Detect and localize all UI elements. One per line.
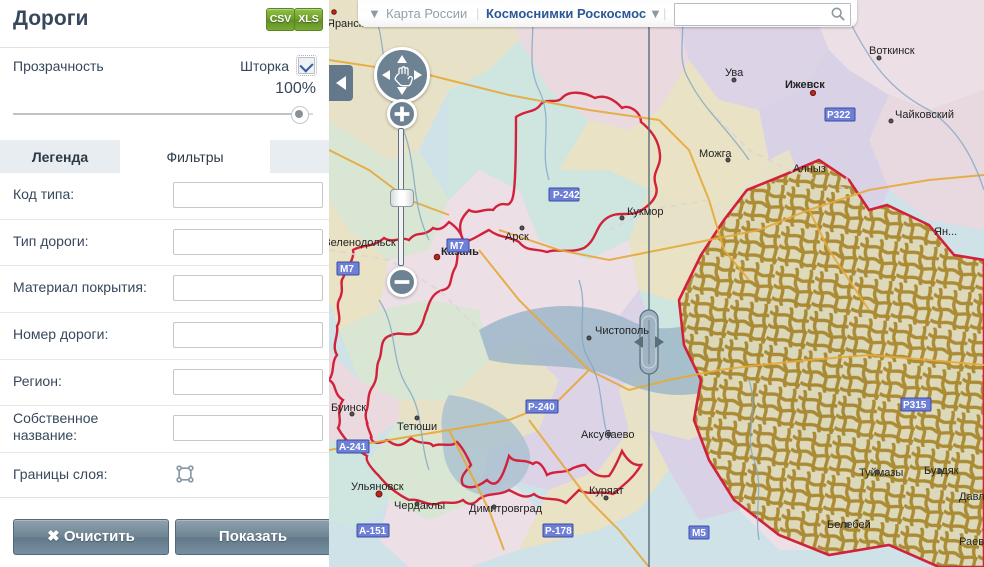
svg-text:Ян...: Ян...	[934, 226, 957, 238]
svg-text:Арск: Арск	[505, 231, 529, 243]
svg-text:A-241: A-241	[339, 442, 367, 453]
svg-text:Ижевск: Ижевск	[785, 79, 825, 91]
svg-text:Чайковский: Чайковский	[895, 109, 954, 121]
svg-text:Давл...: Давл...	[959, 491, 984, 503]
svg-text:Кукмор: Кукмор	[627, 206, 664, 218]
svg-text:M7: M7	[340, 264, 354, 275]
svg-text:Алныз: Алныз	[793, 163, 826, 175]
svg-text:Куряат: Куряат	[589, 485, 624, 497]
svg-text:Ульяновск: Ульяновск	[351, 481, 404, 493]
svg-text:Ува: Ува	[725, 67, 744, 79]
svg-text:Димитровград: Димитровград	[469, 503, 543, 515]
svg-text:Буинск: Буинск	[331, 402, 366, 414]
svg-text:Можга: Можга	[699, 148, 732, 160]
svg-text:Туймазы: Туймазы	[859, 467, 903, 479]
svg-text:P-242: P-242	[553, 190, 580, 201]
svg-text:P322: P322	[827, 110, 851, 121]
svg-text:M7: M7	[450, 241, 464, 252]
svg-text:Воткинск: Воткинск	[869, 45, 915, 57]
svg-text:Раев...: Раев...	[959, 536, 984, 548]
svg-text:Чердаклы: Чердаклы	[394, 500, 445, 512]
svg-text:P-240: P-240	[528, 402, 555, 413]
svg-text:Зеленодольск: Зеленодольск	[329, 237, 396, 249]
svg-text:P-178: P-178	[545, 526, 572, 537]
svg-text:Тетюши: Тетюши	[397, 421, 437, 433]
svg-text:Чистополь: Чистополь	[595, 325, 649, 337]
svg-text:M5: M5	[692, 528, 706, 539]
svg-text:P315: P315	[903, 400, 927, 411]
svg-text:A-151: A-151	[359, 526, 387, 537]
